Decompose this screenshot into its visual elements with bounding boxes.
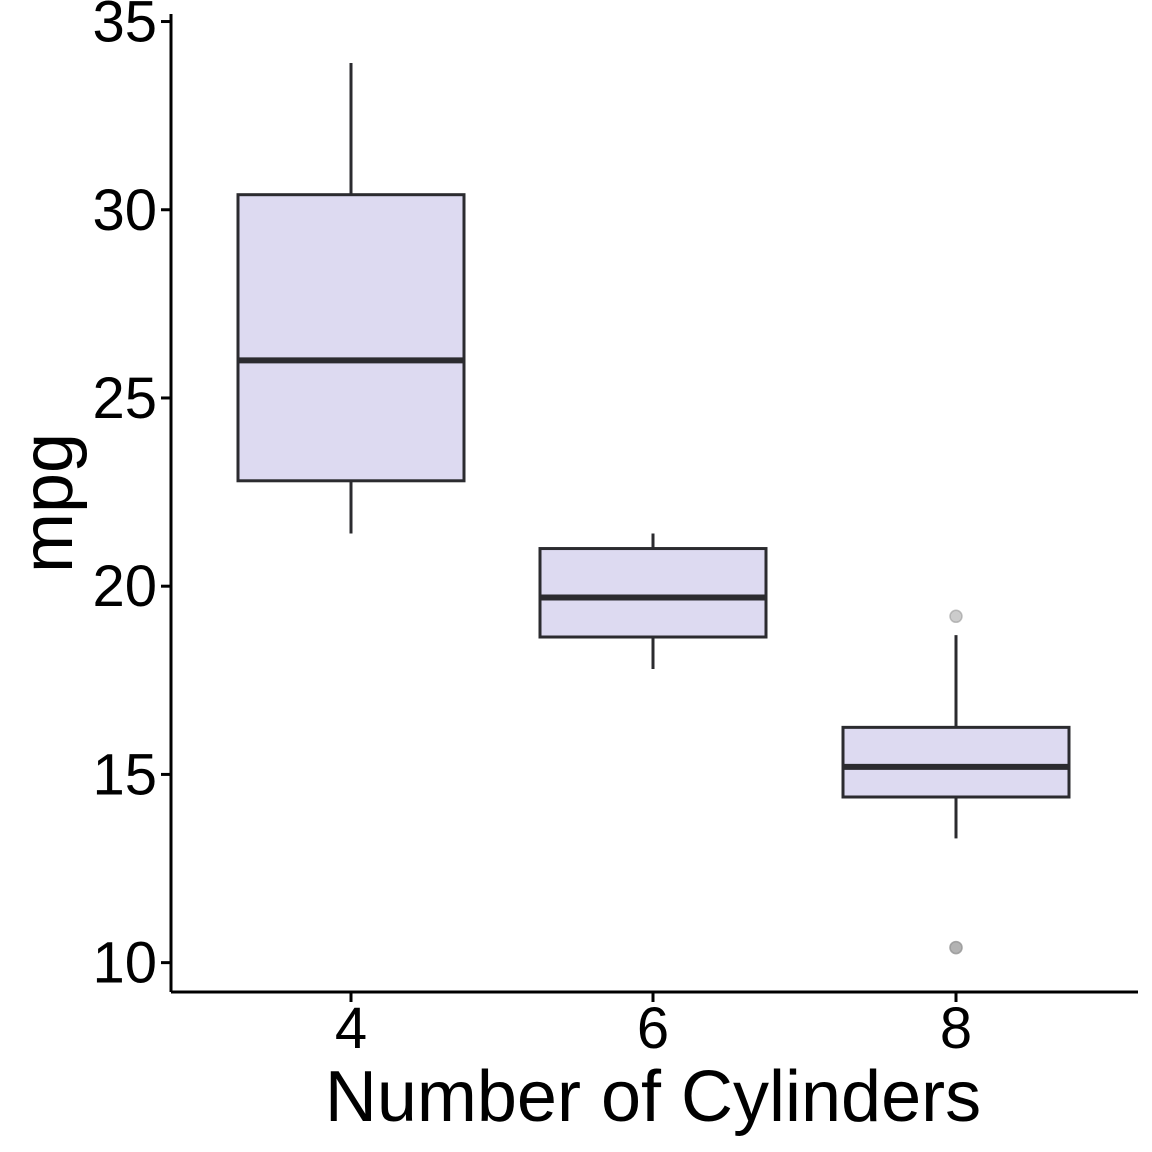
box-group-8 — [841, 609, 1071, 955]
labels-layer: Number of Cylinders mpg — [8, 433, 981, 1137]
box-6 — [538, 547, 768, 639]
outlier-point-8-2 — [949, 609, 963, 624]
x-axis-title: Number of Cylinders — [325, 1057, 981, 1137]
y-axis-title: mpg — [8, 433, 88, 573]
box-4 — [236, 193, 466, 483]
box-group-6 — [538, 533, 768, 670]
outlier-point-8-1 — [949, 940, 963, 955]
y-tick-label-20: 20 — [92, 554, 157, 619]
x-tick-label-6: 6 — [637, 996, 669, 1061]
x-tick-label-4: 4 — [335, 996, 367, 1061]
box-group-4 — [236, 62, 466, 534]
x-tick-label-8: 8 — [940, 996, 972, 1061]
box-8 — [841, 725, 1071, 799]
y-tick-label-15: 15 — [92, 742, 157, 807]
y-tick-label-35: 35 — [92, 0, 157, 55]
y-tick-label-30: 30 — [92, 178, 157, 243]
boxes-layer — [236, 62, 1071, 955]
axes-layer: 10 15 20 25 30 35 4 6 8 — [92, 0, 1138, 1061]
y-tick-label-10: 10 — [92, 931, 157, 996]
y-tick-label-25: 25 — [92, 366, 157, 431]
